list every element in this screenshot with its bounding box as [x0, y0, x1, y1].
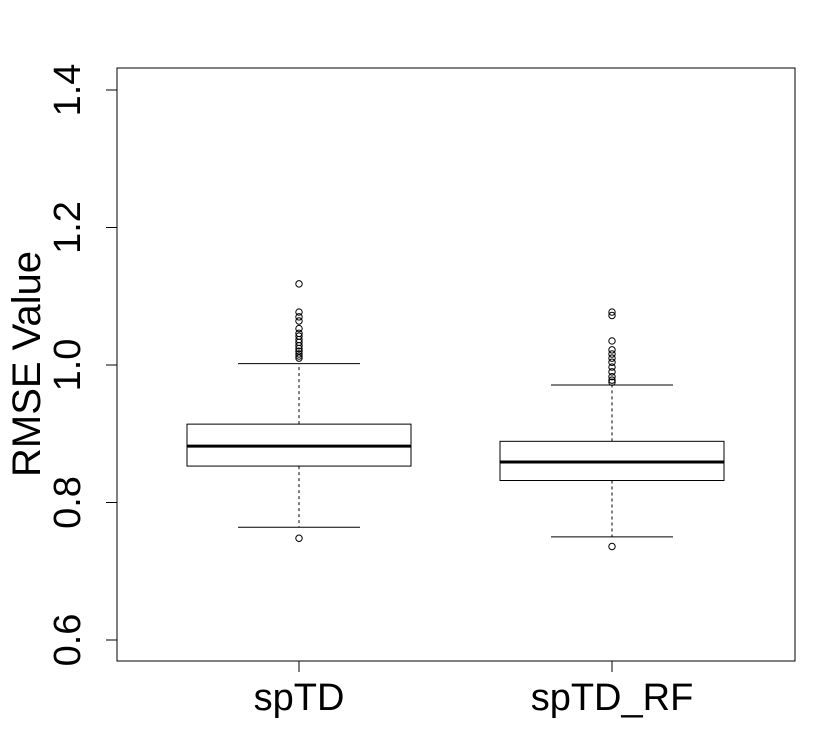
- outlier-point: [295, 350, 303, 358]
- y-tick-label: 0.6: [47, 614, 89, 667]
- y-axis-label: RMSE Value: [5, 251, 49, 477]
- boxes-layer: [186, 280, 725, 551]
- outlier-point: [608, 372, 616, 381]
- y-axis: 0.6 0.8 1.0 1.2 1.4: [47, 64, 117, 667]
- outlier-point: [295, 280, 303, 288]
- box-spTD_RF: [499, 308, 725, 551]
- outlier-point: [608, 308, 616, 316]
- outlier-point: [608, 376, 616, 384]
- outlier-point: [295, 324, 303, 333]
- x-axis: spTD spTD_RF: [254, 661, 694, 719]
- outlier-point: [295, 329, 303, 338]
- outlier-point: [608, 346, 616, 354]
- outlier-point: [295, 313, 303, 321]
- outlier-point: [295, 317, 303, 325]
- outlier-point: [608, 363, 616, 371]
- box-spTD: [186, 280, 412, 542]
- y-tick-label: 1.2: [47, 201, 89, 254]
- outlier-point: [608, 337, 616, 345]
- y-tick-label: 0.8: [47, 476, 89, 529]
- x-tick-label: spTD_RF: [531, 677, 694, 719]
- outlier-point: [608, 350, 616, 358]
- outlier-point: [295, 308, 303, 316]
- outlier-point: [608, 368, 616, 376]
- y-tick-label: 1.0: [47, 339, 89, 392]
- outlier-point: [608, 354, 616, 362]
- outlier-point: [295, 332, 303, 340]
- outlier-point: [295, 534, 303, 542]
- outlier-point: [295, 352, 303, 360]
- outlier-point: [608, 358, 616, 366]
- outlier-point: [295, 347, 303, 355]
- y-tick-label: 1.4: [47, 64, 89, 117]
- outlier-point: [608, 378, 616, 386]
- outlier-point: [608, 311, 616, 320]
- plot-frame: [116, 67, 796, 662]
- outlier-point: [608, 542, 616, 551]
- x-tick-label: spTD: [254, 677, 345, 719]
